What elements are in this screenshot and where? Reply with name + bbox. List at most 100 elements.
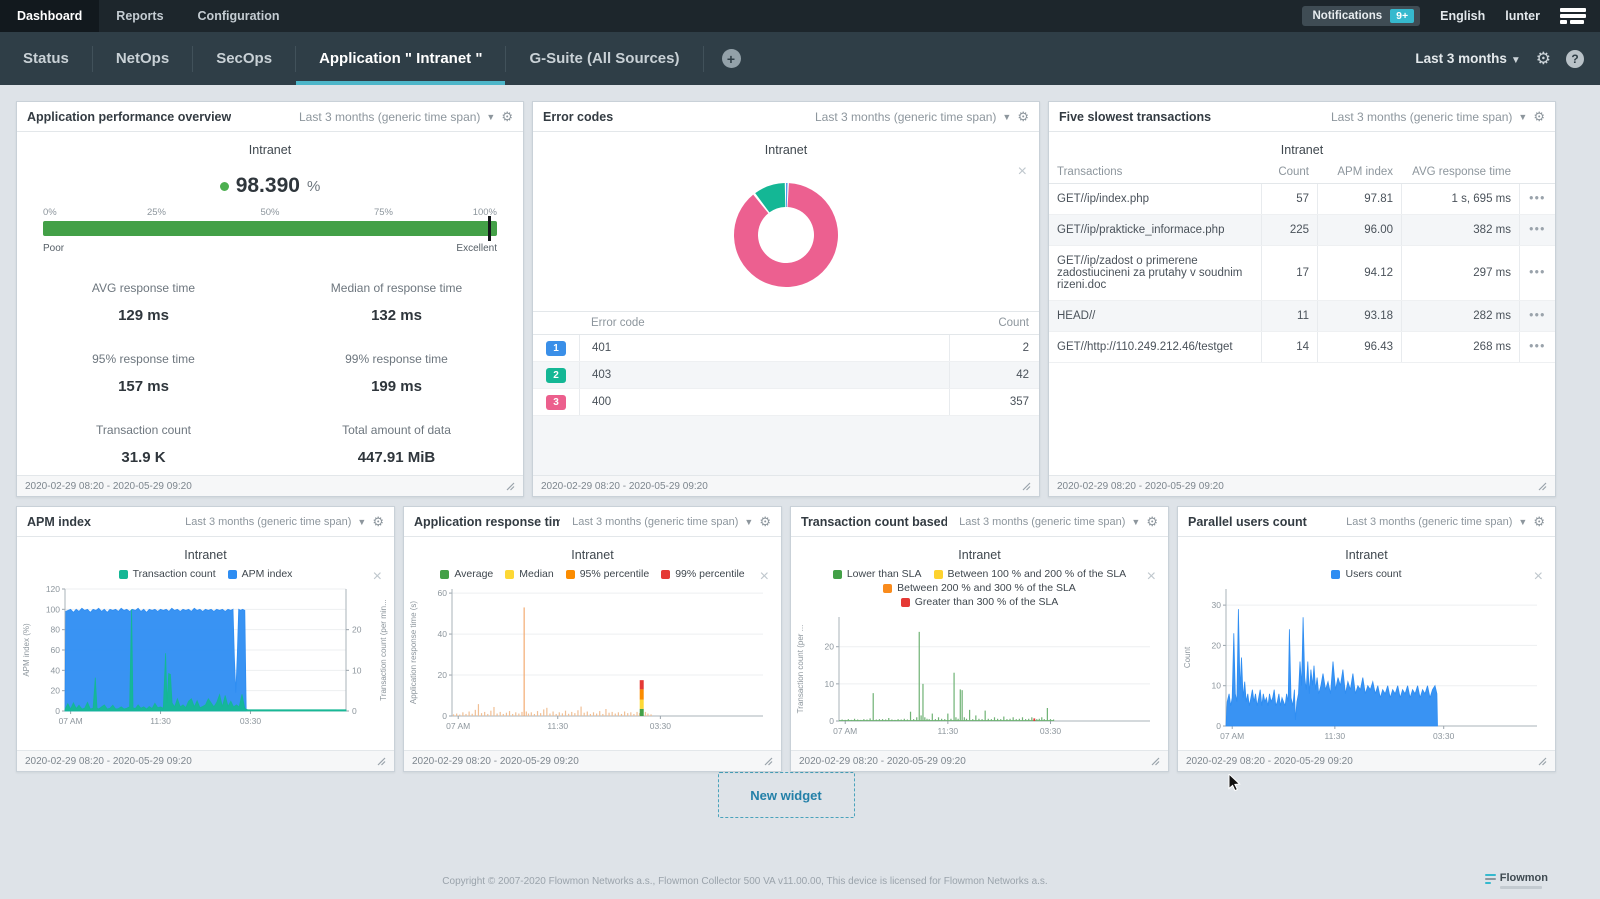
transaction-name: GET//ip/prakticke_informace.php xyxy=(1049,215,1261,245)
svg-text:11:30: 11:30 xyxy=(1325,731,1346,741)
legend-item[interactable]: 99% percentile xyxy=(661,568,744,580)
legend-item[interactable]: Average xyxy=(440,568,493,580)
transaction-avg-response: 1 s, 695 ms xyxy=(1401,184,1519,214)
legend-item[interactable]: Between 100 % and 200 % of the SLA xyxy=(934,568,1127,580)
legend-item[interactable]: Lower than SLA xyxy=(833,568,922,580)
svg-text:03:30: 03:30 xyxy=(240,716,262,726)
error-code-row: 3400357 xyxy=(533,389,1039,416)
widget-date-range: 2020-02-29 08:20 - 2020-05-29 09:20 xyxy=(541,481,708,492)
svg-text:07 AM: 07 AM xyxy=(1220,731,1244,741)
svg-text:03:30: 03:30 xyxy=(650,721,672,731)
notifications-button[interactable]: Notifications 9+ xyxy=(1302,6,1420,26)
resize-handle-icon[interactable] xyxy=(506,482,515,491)
resize-handle-icon[interactable] xyxy=(1538,757,1547,766)
copyright-text: Copyright © 2007-2020 Flowmon Networks a… xyxy=(0,876,1490,887)
widget-time-span-dropdown[interactable]: Last 3 months (generic time span) xyxy=(572,516,738,528)
legend-swatch xyxy=(883,584,892,593)
resize-handle-icon[interactable] xyxy=(764,757,773,766)
flowmon-logo-icon xyxy=(1560,8,1586,24)
widget-date-range: 2020-02-29 08:20 - 2020-05-29 09:20 xyxy=(1057,481,1224,492)
tab-application-intranet[interactable]: Application " Intranet " xyxy=(296,32,505,85)
new-widget-button[interactable]: New widget xyxy=(718,772,855,818)
svg-text:0: 0 xyxy=(55,706,60,716)
widget-gear-icon[interactable]: ⚙ xyxy=(1533,514,1545,530)
nav-item-configuration[interactable]: Configuration xyxy=(181,0,297,32)
tab-netops[interactable]: NetOps xyxy=(93,32,192,85)
close-icon[interactable]: × xyxy=(373,569,382,585)
widget-gear-icon[interactable]: ⚙ xyxy=(1146,514,1158,530)
widget-time-span-dropdown[interactable]: Last 3 months (generic time span) xyxy=(1331,110,1512,124)
legend-item[interactable]: 95% percentile xyxy=(566,568,649,580)
svg-text:40: 40 xyxy=(438,629,448,639)
widget-transaction-count-sla-chart: 0102007 AM11:3003:30Transaction count (p… xyxy=(793,610,1164,750)
row-actions-button[interactable]: ••• xyxy=(1519,246,1555,300)
legend-swatch xyxy=(566,570,575,579)
resize-handle-icon[interactable] xyxy=(1151,757,1160,766)
widget-gear-icon[interactable]: ⚙ xyxy=(372,514,384,530)
row-actions-button[interactable]: ••• xyxy=(1519,215,1555,245)
legend-item[interactable]: Users count xyxy=(1331,568,1401,580)
widget-date-range: 2020-02-29 08:20 - 2020-05-29 09:20 xyxy=(25,481,192,492)
widget-gear-icon[interactable]: ⚙ xyxy=(1533,109,1545,125)
gauge-tick: 100% xyxy=(473,207,497,218)
widget-time-span-dropdown[interactable]: Last 3 months (generic time span) xyxy=(959,516,1125,528)
transaction-avg-response: 282 ms xyxy=(1401,301,1519,331)
svg-text:APM index (%): APM index (%) xyxy=(22,623,31,677)
language-selector[interactable]: English xyxy=(1440,9,1485,23)
widget-gear-icon[interactable]: ⚙ xyxy=(759,514,771,530)
error-codes-table: Error code Count 140122403423400357 xyxy=(533,311,1039,416)
close-icon[interactable]: × xyxy=(1147,569,1156,585)
widget-gear-icon[interactable]: ⚙ xyxy=(501,109,513,125)
chart-legend: Average Median 95% percentile 99% percentil… xyxy=(404,566,781,580)
global-time-range-dropdown[interactable]: Last 3 months▼ xyxy=(1415,51,1520,66)
widget-time-span-dropdown[interactable]: Last 3 months (generic time span) xyxy=(815,110,996,124)
legend-item[interactable]: Greater than 300 % of the SLA xyxy=(901,596,1059,608)
apm-score-unit: % xyxy=(307,178,320,195)
resize-handle-icon[interactable] xyxy=(1538,482,1547,491)
legend-item[interactable]: Transaction count xyxy=(119,568,216,580)
row-actions-button[interactable]: ••• xyxy=(1519,184,1555,214)
resize-handle-icon[interactable] xyxy=(1022,482,1031,491)
widget-date-range: 2020-02-29 08:20 - 2020-05-29 09:20 xyxy=(412,756,579,767)
dashboard-settings-gear-icon[interactable]: ⚙ xyxy=(1536,49,1551,69)
widget-title: Five slowest transactions xyxy=(1059,110,1211,124)
user-menu[interactable]: lunter xyxy=(1505,9,1540,23)
svg-text:20: 20 xyxy=(1212,640,1222,650)
close-icon[interactable]: × xyxy=(760,569,769,585)
tab-status[interactable]: Status xyxy=(0,32,92,85)
row-actions-button[interactable]: ••• xyxy=(1519,332,1555,362)
close-icon[interactable]: × xyxy=(1018,164,1027,180)
tab-divider xyxy=(703,46,704,72)
svg-text:07 AM: 07 AM xyxy=(446,721,470,731)
widget-application-response-time-chart: 020406007 AM11:3003:30Application respon… xyxy=(406,582,777,750)
legend-item[interactable]: APM index xyxy=(228,568,293,580)
stat-value: 447.91 MiB xyxy=(270,449,523,466)
widget-time-span-dropdown[interactable]: Last 3 months (generic time span) xyxy=(299,110,480,124)
resize-handle-icon[interactable] xyxy=(377,757,386,766)
apm-score: 98.390 xyxy=(236,174,300,198)
nav-item-dashboard[interactable]: Dashboard xyxy=(0,0,99,32)
row-actions-button[interactable]: ••• xyxy=(1519,301,1555,331)
stat-value: 199 ms xyxy=(270,378,523,395)
legend-item[interactable]: Median xyxy=(505,568,553,580)
legend-item[interactable]: Between 200 % and 300 % of the SLA xyxy=(883,582,1076,594)
application-name: Intranet xyxy=(533,143,1039,157)
transaction-count: 225 xyxy=(1261,215,1317,245)
close-icon[interactable]: × xyxy=(1534,569,1543,585)
application-name: Intranet xyxy=(17,548,394,562)
legend-swatch xyxy=(440,570,449,579)
column-header-avg-response-time: AVG response time xyxy=(1401,161,1519,183)
tab-gsuite[interactable]: G-Suite (All Sources) xyxy=(506,32,702,85)
flowmon-footer-logo: Flowmon xyxy=(1485,872,1548,889)
transaction-apm-index: 93.18 xyxy=(1317,301,1401,331)
add-tab-button[interactable]: + xyxy=(722,49,741,68)
widget-date-range: 2020-02-29 08:20 - 2020-05-29 09:20 xyxy=(25,756,192,767)
svg-text:30: 30 xyxy=(1212,600,1222,610)
widget-time-span-dropdown[interactable]: Last 3 months (generic time span) xyxy=(185,516,351,528)
svg-text:0: 0 xyxy=(442,711,447,721)
tab-secops[interactable]: SecOps xyxy=(193,32,295,85)
help-icon[interactable]: ? xyxy=(1566,50,1584,68)
widget-gear-icon[interactable]: ⚙ xyxy=(1017,109,1029,125)
widget-time-span-dropdown[interactable]: Last 3 months (generic time span) xyxy=(1346,516,1512,528)
nav-item-reports[interactable]: Reports xyxy=(99,0,180,32)
